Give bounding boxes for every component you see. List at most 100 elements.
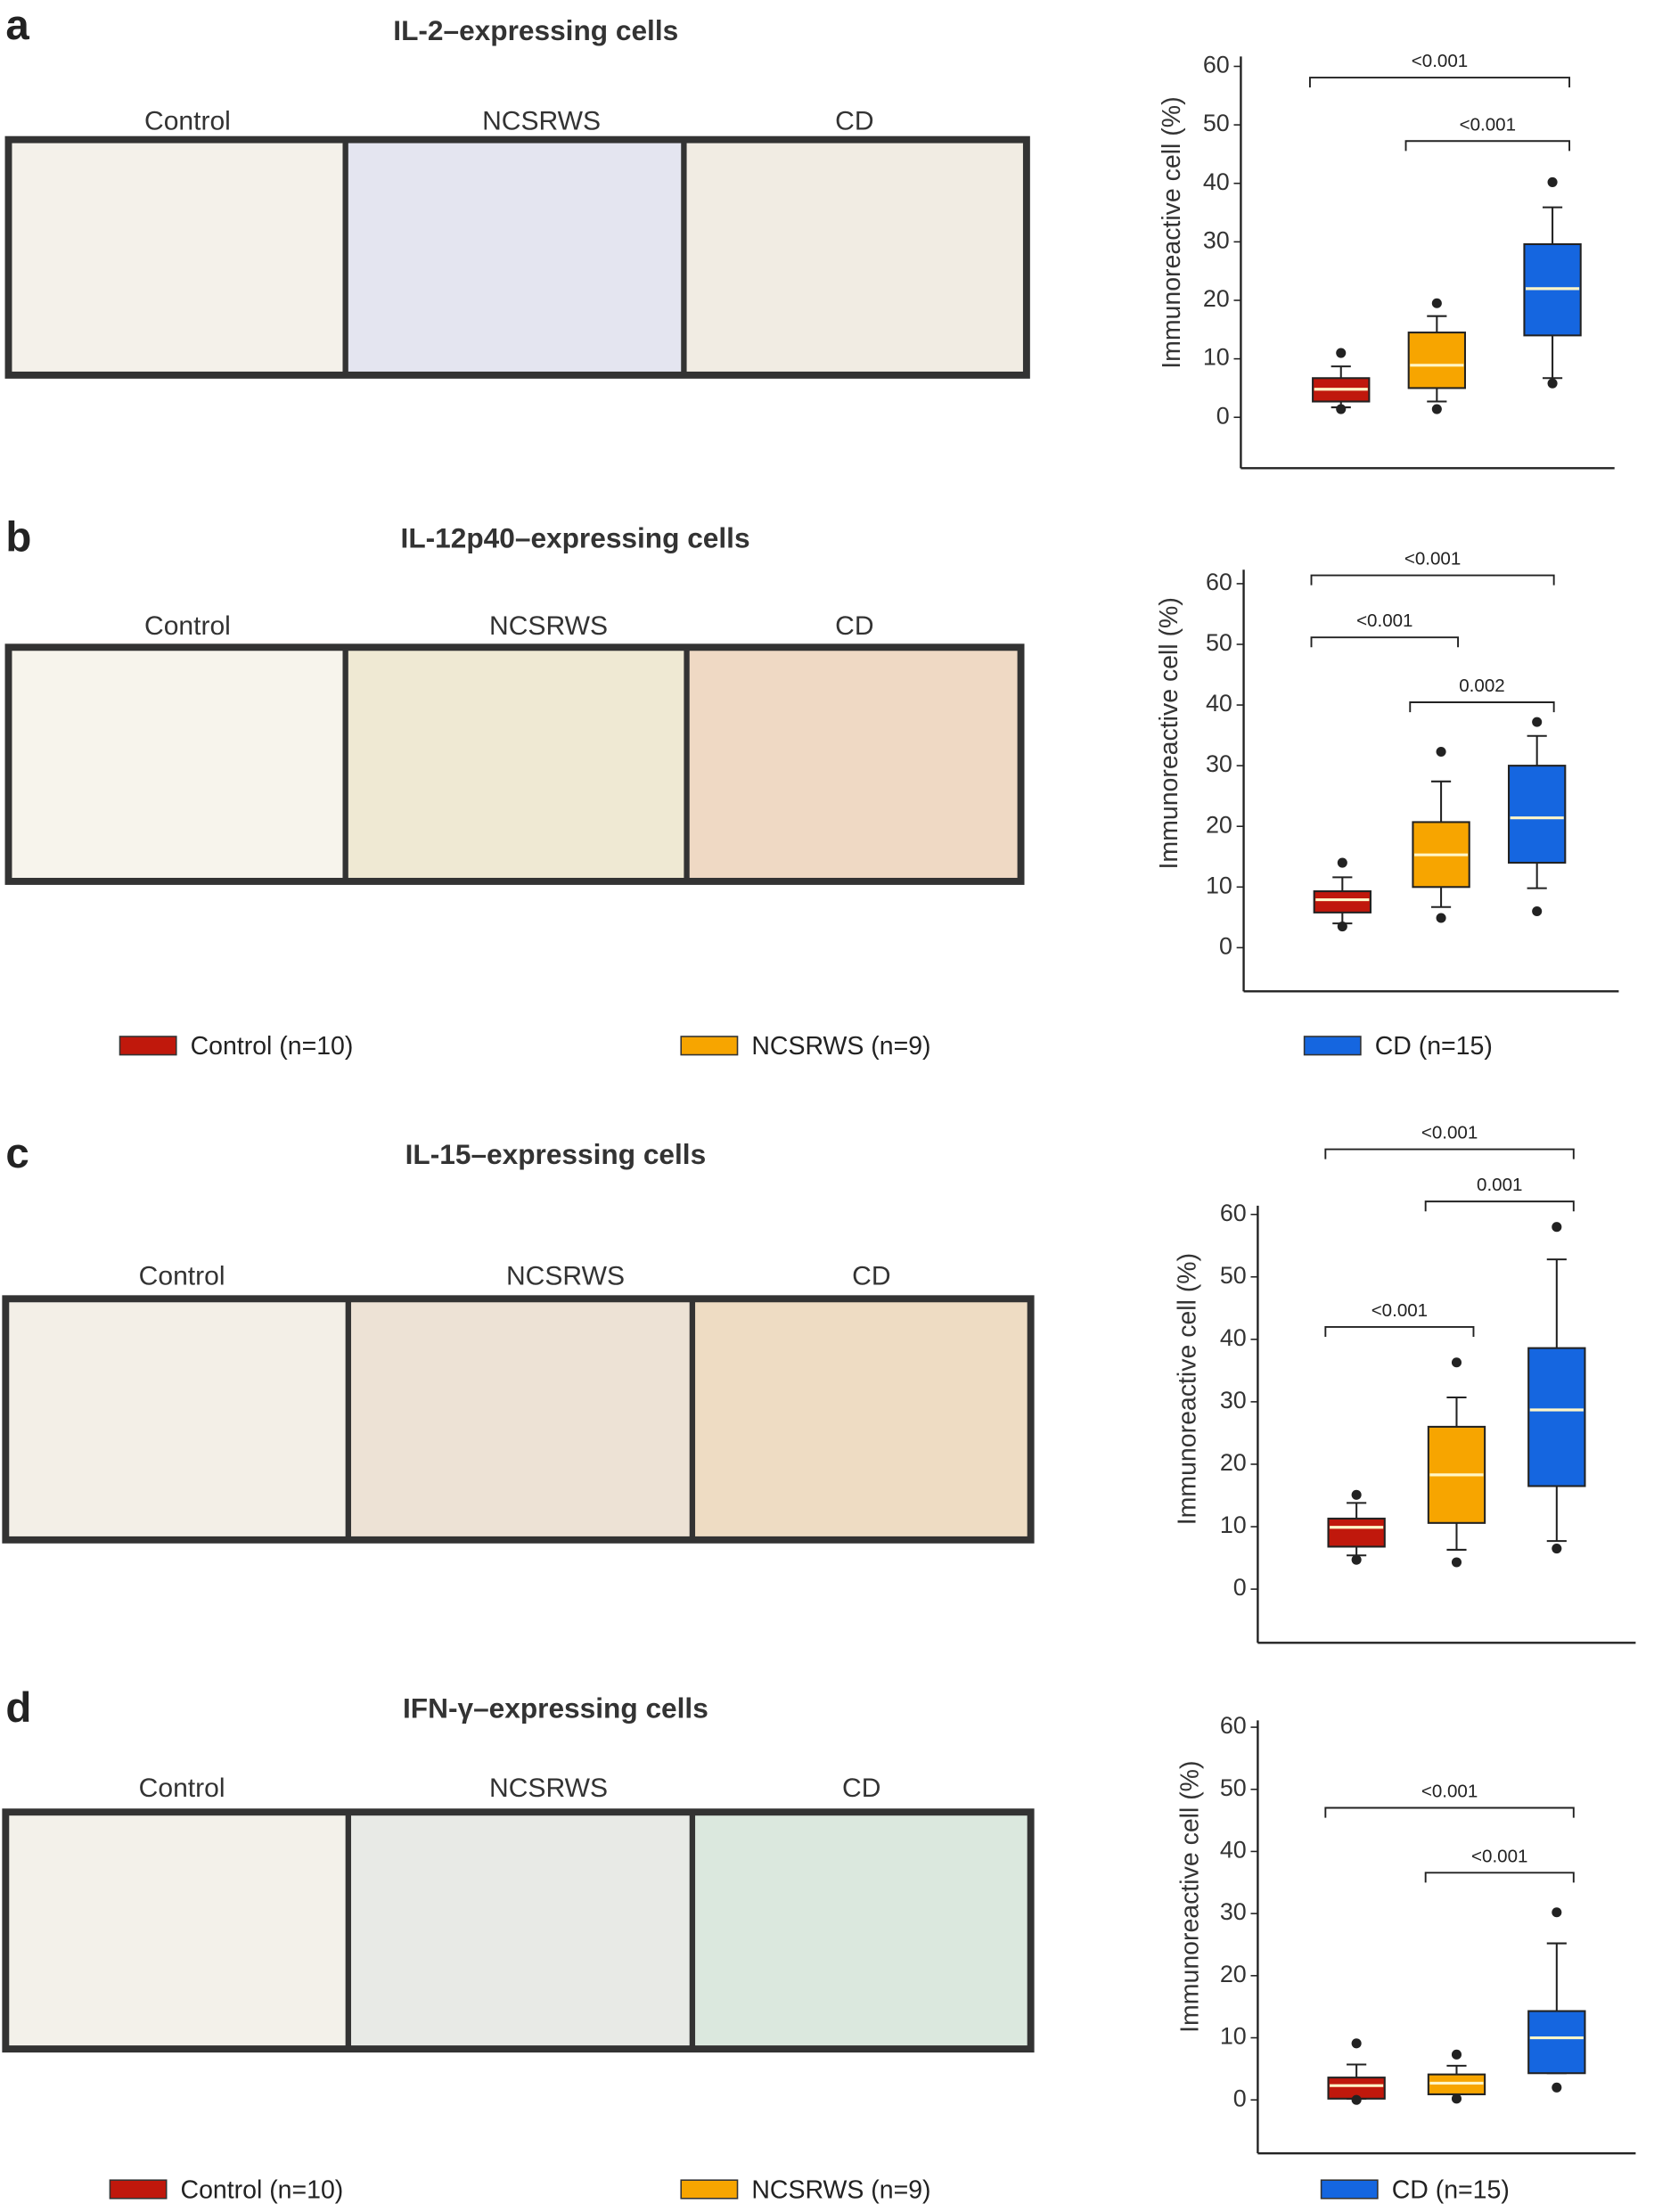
p-value: 0.001	[1477, 1175, 1522, 1195]
p-value: <0.001	[1460, 114, 1516, 135]
box	[1327, 1517, 1386, 1548]
y-tick-label: 60	[1220, 1200, 1247, 1226]
outlier	[1436, 913, 1446, 923]
micrograph	[345, 139, 684, 375]
significance-bracket	[1409, 701, 1555, 713]
p-value: <0.001	[1356, 610, 1412, 631]
outlier	[1351, 2094, 1362, 2105]
y-axis-label: Immunoreactive cell (%)	[1158, 96, 1186, 368]
micrograph	[5, 1812, 348, 2050]
outlier	[1336, 404, 1347, 414]
image-frame	[4, 643, 1025, 885]
outlier	[1552, 1544, 1562, 1554]
p-value: <0.001	[1421, 1123, 1478, 1143]
y-tick-label: 20	[1220, 1961, 1247, 1987]
y-tick-label: 30	[1220, 1387, 1247, 1413]
outlier	[1552, 2082, 1562, 2093]
p-value: <0.001	[1404, 549, 1461, 569]
y-tick-label: 10	[1220, 2023, 1247, 2050]
micrograph	[348, 1812, 692, 2050]
legend-swatch	[119, 1036, 177, 1056]
y-tick-label: 50	[1220, 1774, 1247, 1801]
micrograph	[5, 1299, 348, 1540]
significance-bracket	[1324, 1148, 1575, 1159]
panel-letter: a	[5, 2, 29, 49]
image-frame	[2, 1808, 1035, 2053]
image-label: CD	[852, 1261, 890, 1290]
y-axis-label: Immunoreactive cell (%)	[1173, 1253, 1201, 1525]
y-tick-label: 40	[1203, 168, 1230, 195]
significance-bracket	[1308, 77, 1571, 88]
y-tick-label: 0	[1233, 1574, 1247, 1601]
y-tick-label: 50	[1220, 1262, 1247, 1289]
legend-swatch	[1303, 1036, 1362, 1056]
panel-title: IL-15–expressing cells	[405, 1138, 707, 1170]
outlier	[1451, 2093, 1462, 2104]
y-tick-label: 10	[1206, 872, 1232, 898]
y-tick-label: 0	[1216, 402, 1230, 429]
significance-bracket	[1424, 1872, 1575, 1883]
legend-swatch	[109, 2179, 168, 2200]
significance-bracket	[1310, 574, 1555, 586]
y-tick-label: 30	[1220, 1898, 1247, 1925]
y-axis-label: Immunoreactive cell (%)	[1155, 597, 1183, 869]
outlier	[1336, 348, 1347, 358]
outlier	[1431, 298, 1442, 308]
micrograph	[345, 647, 687, 881]
legend-label: NCSRWS (n=9)	[751, 1032, 930, 1061]
y-tick-label: 60	[1203, 52, 1230, 78]
image-label: CD	[842, 1774, 880, 1803]
micrograph	[692, 1299, 1031, 1540]
y-tick-label: 60	[1206, 569, 1232, 595]
outlier	[1547, 378, 1558, 389]
outlier	[1351, 1489, 1362, 1500]
y-tick-label: 0	[1233, 2085, 1247, 2111]
legend-swatch	[680, 1036, 739, 1056]
y-tick-label: 60	[1220, 1712, 1247, 1739]
image-label: Control	[144, 107, 231, 136]
box	[1527, 2010, 1586, 2075]
p-value: <0.001	[1471, 1846, 1527, 1866]
image-label: NCSRWS	[506, 1261, 625, 1290]
legend-swatch	[680, 2179, 739, 2200]
y-tick-label: 50	[1206, 629, 1232, 656]
significance-bracket	[1324, 1325, 1475, 1338]
legend-label: CD (n=15)	[1392, 2175, 1510, 2204]
outlier	[1451, 2049, 1462, 2060]
micrograph	[684, 139, 1027, 375]
outlier	[1547, 176, 1558, 187]
y-axis-label: Immunoreactive cell (%)	[1176, 1761, 1205, 2033]
image-label: CD	[835, 107, 873, 136]
image-label: NCSRWS	[482, 107, 601, 136]
micrograph	[8, 647, 346, 881]
p-value: <0.001	[1421, 1782, 1478, 1802]
micrograph	[686, 647, 1021, 881]
p-value: <0.001	[1372, 1300, 1428, 1321]
image-label: Control	[139, 1774, 225, 1803]
outlier	[1532, 905, 1543, 917]
outlier	[1351, 1554, 1362, 1565]
image-frame	[4, 135, 1030, 379]
outlier	[1436, 746, 1446, 758]
legend-swatch	[1320, 2179, 1379, 2200]
significance-bracket	[1424, 1200, 1575, 1212]
outlier	[1337, 857, 1347, 868]
image-label: NCSRWS	[489, 611, 608, 641]
panel-title: IL-2–expressing cells	[393, 14, 678, 46]
y-tick-label: 20	[1203, 285, 1230, 312]
y-tick-label: 30	[1203, 226, 1230, 253]
image-label: CD	[835, 611, 873, 641]
box	[1527, 1347, 1586, 1487]
y-tick-label: 40	[1206, 690, 1232, 717]
outlier	[1431, 404, 1442, 414]
outlier	[1451, 1557, 1462, 1568]
y-tick-label: 0	[1219, 932, 1232, 959]
micrograph	[348, 1299, 692, 1540]
panel-letter: b	[5, 514, 31, 561]
p-value: 0.002	[1459, 676, 1504, 696]
panel-title: IFN-γ–expressing cells	[403, 1692, 708, 1725]
outlier	[1451, 1357, 1462, 1368]
box	[1313, 890, 1372, 913]
